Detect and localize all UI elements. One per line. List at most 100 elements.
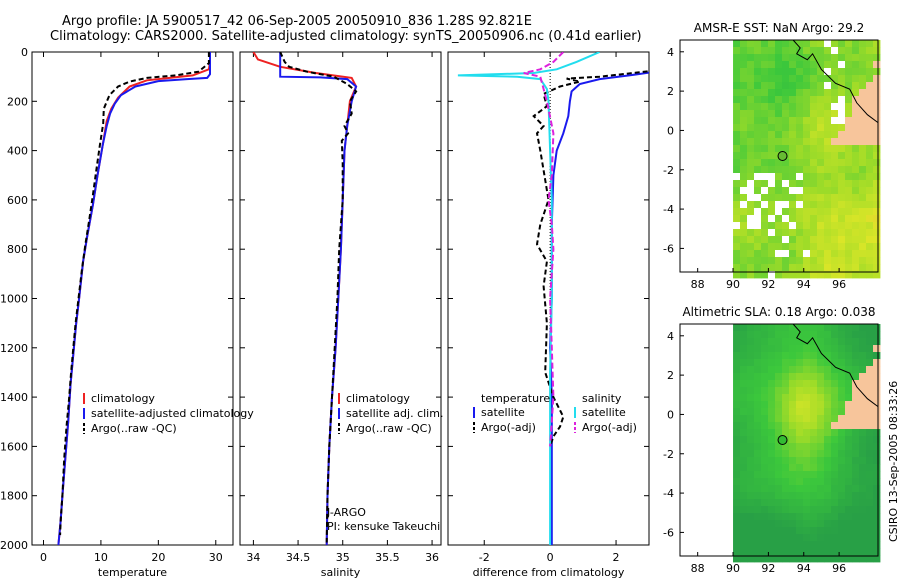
- sst_map-cell: [810, 103, 818, 111]
- sla_map-argo-marker: [777, 435, 788, 445]
- sla_map-cell: [852, 478, 860, 486]
- sla_map-cell: [768, 331, 776, 339]
- sst_map-cell: [824, 229, 832, 237]
- sla_map-cell: [838, 373, 846, 381]
- sst_map-cell: [747, 173, 755, 181]
- sst_map-cell: [733, 54, 741, 62]
- sla_map-cell: [754, 366, 762, 374]
- sla_map-cell: [866, 492, 874, 500]
- salinity-annotation-text: J-ARGO: [326, 506, 366, 519]
- sst_map-cell: [803, 40, 811, 48]
- sla_map-cell: [733, 373, 741, 381]
- sst_map-cell: [789, 152, 797, 160]
- sst_map-cell: [754, 194, 762, 202]
- sst_map-cell: [775, 54, 783, 62]
- sst_map-cell: [754, 96, 762, 104]
- sst_map-cell: [859, 257, 867, 265]
- sla_map-cell: [796, 408, 804, 416]
- sst_map-cell: [859, 82, 867, 90]
- sla_map-cell: [789, 513, 797, 521]
- sst_map-cell: [838, 40, 846, 48]
- sst_map-cell: [838, 124, 846, 132]
- sst_map-cell: [803, 68, 811, 76]
- sst_map-cell: [796, 89, 804, 97]
- sst_map-cell: [740, 229, 748, 237]
- sst_map-cell: [873, 138, 881, 146]
- sla_map-cell: [747, 415, 755, 423]
- salinity-legend-label: Argo(..raw -QC): [346, 422, 432, 435]
- sla_map-cell: [824, 527, 832, 535]
- sst_map-cell: [789, 166, 797, 174]
- sst_map-cell: [873, 201, 881, 209]
- sla_map-cell: [754, 338, 762, 346]
- sla_map-cell: [747, 366, 755, 374]
- sla_map-cell: [831, 415, 839, 423]
- sst_map-cell: [761, 47, 769, 55]
- sst_map-cell: [747, 152, 755, 160]
- sla_map-cell: [831, 366, 839, 374]
- sst_map-cell: [859, 124, 867, 132]
- sla_map-cell: [852, 394, 860, 402]
- sla_map-cell: [789, 555, 797, 563]
- sst_map-cell: [747, 222, 755, 230]
- sla_map-cell: [775, 394, 783, 402]
- sst_map-cell: [747, 82, 755, 90]
- sla_map-cell: [754, 331, 762, 339]
- sst_map-cell: [733, 180, 741, 188]
- sla_map-cell: [859, 506, 867, 514]
- sst_map-cell: [747, 124, 755, 132]
- sla_map-cell: [754, 352, 762, 360]
- sst_map-cell: [803, 103, 811, 111]
- sla_map-cell: [810, 401, 818, 409]
- sst_map-cell: [754, 103, 762, 111]
- sla_map-cell: [873, 555, 881, 563]
- sst_map-cell: [803, 243, 811, 251]
- sst_map-cell: [775, 131, 783, 139]
- sst_map-cell: [866, 229, 874, 237]
- sst_map-cell: [761, 243, 769, 251]
- sst_map-cell: [852, 194, 860, 202]
- sla_map-cell: [803, 387, 811, 395]
- sst_map-cell: [824, 208, 832, 216]
- sla_map-cell: [859, 555, 867, 563]
- sst_map-cell: [733, 75, 741, 83]
- sst_map-cell: [789, 117, 797, 125]
- sst_map-cell: [810, 61, 818, 69]
- sst_map-cell: [859, 54, 867, 62]
- sla_map-cell: [789, 429, 797, 437]
- sla_map-cell: [831, 401, 839, 409]
- sla_map-cell: [747, 352, 755, 360]
- sla_map-cell: [824, 387, 832, 395]
- temperature-ytick-label: 0: [21, 46, 28, 59]
- sst_map-cell: [782, 159, 790, 167]
- sla_map-cell: [789, 338, 797, 346]
- sla_map-cell: [733, 485, 741, 493]
- sla_map-cell: [838, 436, 846, 444]
- sla_map-cell: [768, 373, 776, 381]
- sst_map-cell: [789, 264, 797, 272]
- sla_map-cell: [796, 394, 804, 402]
- sst_map-cell: [838, 103, 846, 111]
- sla_map-cell: [768, 436, 776, 444]
- sst_map-cell: [754, 131, 762, 139]
- sst_map-cell: [740, 264, 748, 272]
- sst_map-cell: [803, 194, 811, 202]
- sla_map-cell: [747, 345, 755, 353]
- sla_map-cell: [824, 464, 832, 472]
- sst_map-cell: [838, 229, 846, 237]
- sla_map-xtick-label: 94: [797, 562, 811, 575]
- sst_map-cell: [838, 187, 846, 195]
- sla_map-cell: [866, 555, 874, 563]
- sla_map-cell: [803, 450, 811, 458]
- sla_map-cell: [775, 408, 783, 416]
- sla_map-cell: [789, 443, 797, 451]
- sla_map-cell: [796, 499, 804, 507]
- sla_map-cell: [824, 478, 832, 486]
- difference-series-line: [549, 71, 649, 545]
- sst_map-cell: [740, 159, 748, 167]
- sla_map-cell: [852, 366, 860, 374]
- sst_map-cell: [810, 152, 818, 160]
- sst_map-cell: [859, 166, 867, 174]
- sst_map-cell: [768, 208, 776, 216]
- sst_map-cell: [740, 40, 748, 48]
